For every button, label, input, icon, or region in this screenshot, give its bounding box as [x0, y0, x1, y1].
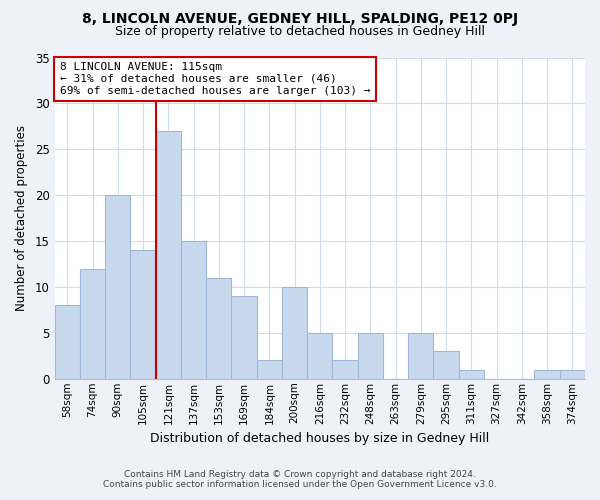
Bar: [130, 250, 155, 379]
Bar: [459, 370, 484, 379]
Bar: [408, 333, 433, 379]
Bar: [206, 278, 232, 379]
Bar: [55, 306, 80, 379]
Y-axis label: Number of detached properties: Number of detached properties: [15, 125, 28, 311]
Bar: [307, 333, 332, 379]
Text: 8, LINCOLN AVENUE, GEDNEY HILL, SPALDING, PE12 0PJ: 8, LINCOLN AVENUE, GEDNEY HILL, SPALDING…: [82, 12, 518, 26]
Text: Contains HM Land Registry data © Crown copyright and database right 2024.
Contai: Contains HM Land Registry data © Crown c…: [103, 470, 497, 489]
Bar: [282, 287, 307, 379]
Bar: [560, 370, 585, 379]
Bar: [155, 131, 181, 379]
Bar: [535, 370, 560, 379]
Bar: [181, 241, 206, 379]
Bar: [105, 195, 130, 379]
Bar: [80, 268, 105, 379]
Text: Size of property relative to detached houses in Gedney Hill: Size of property relative to detached ho…: [115, 25, 485, 38]
Bar: [257, 360, 282, 379]
Bar: [232, 296, 257, 379]
Bar: [358, 333, 383, 379]
Bar: [332, 360, 358, 379]
Text: 8 LINCOLN AVENUE: 115sqm
← 31% of detached houses are smaller (46)
69% of semi-d: 8 LINCOLN AVENUE: 115sqm ← 31% of detach…: [60, 62, 370, 96]
Bar: [433, 351, 459, 379]
X-axis label: Distribution of detached houses by size in Gedney Hill: Distribution of detached houses by size …: [150, 432, 490, 445]
